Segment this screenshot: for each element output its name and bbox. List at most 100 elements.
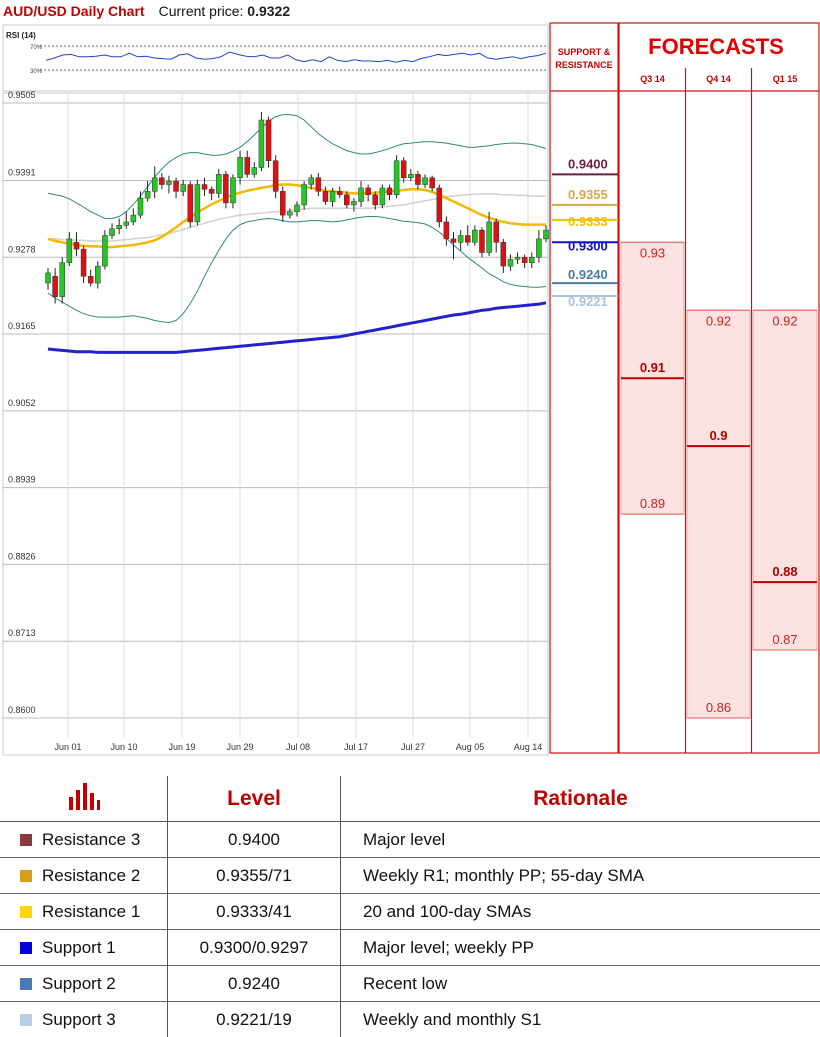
candle-body	[110, 229, 115, 236]
level-value-cell: 0.9333/41	[168, 894, 341, 930]
candle-body	[138, 198, 143, 215]
sr-level-label: 0.9300	[568, 238, 608, 253]
rationale-cell: Recent low	[341, 966, 820, 1002]
rationale-cell: Major level	[341, 822, 820, 858]
level-value-cell: 0.9300/0.9297	[168, 930, 341, 966]
candle-body	[124, 222, 129, 225]
candle-body	[166, 181, 171, 184]
level-swatch	[20, 906, 32, 918]
candle-body	[437, 188, 442, 222]
candle-body	[159, 178, 164, 185]
level-name: Support 3	[42, 1010, 116, 1029]
forecast-high-label: 0.93	[640, 245, 665, 260]
forecast-median-label: 0.91	[640, 360, 665, 375]
candle-body	[259, 120, 264, 168]
x-tick-label: Aug 05	[456, 742, 485, 752]
y-tick-label: 0.8939	[8, 475, 36, 485]
candle-body	[117, 225, 122, 228]
level-value-cell: 0.9240	[168, 966, 341, 1002]
forecasts-title: FORECASTS	[648, 34, 784, 59]
candle-body	[245, 157, 250, 174]
candle-body	[273, 161, 278, 192]
candle-body	[330, 191, 335, 201]
level-name-cell: Resistance 3	[0, 822, 168, 858]
candle-body	[529, 257, 534, 262]
level-name-cell: Resistance 2	[0, 858, 168, 894]
y-tick-label: 0.9505	[8, 90, 36, 100]
candle-body	[415, 174, 420, 184]
candle-body	[174, 181, 179, 191]
candle-body	[373, 195, 378, 205]
forecast-median-label: 0.88	[772, 564, 797, 579]
candle-body	[394, 161, 399, 195]
candle-body	[458, 236, 463, 243]
candle-body	[88, 276, 93, 283]
forecast-quarter-label: Q4 14	[706, 74, 731, 84]
candle-body	[266, 120, 271, 161]
level-name: Resistance 2	[42, 866, 140, 885]
candle-body	[238, 157, 243, 177]
candle-body	[465, 236, 470, 243]
forecast-high-label: 0.92	[706, 313, 731, 328]
candle-body	[536, 239, 541, 257]
candle-body	[53, 276, 58, 296]
rsi-label: RSI (14)	[6, 31, 36, 40]
candle-body	[302, 185, 307, 205]
sr-level-label: 0.9355	[568, 187, 608, 202]
candle-body	[479, 230, 484, 252]
candle-body	[423, 178, 428, 185]
forecast-low-label: 0.86	[706, 700, 731, 715]
rationale-cell: Weekly and monthly S1	[341, 1002, 820, 1037]
candle-body	[81, 249, 86, 276]
candle-body	[223, 174, 228, 203]
candle-body	[102, 236, 107, 267]
candle-body	[359, 188, 364, 202]
forecast-range-bar	[753, 310, 817, 650]
level-swatch	[20, 834, 32, 846]
candle-body	[444, 222, 449, 239]
candle-body	[508, 259, 513, 266]
candle-body	[195, 185, 200, 222]
level-name: Support 2	[42, 974, 116, 993]
y-tick-label: 0.9052	[8, 398, 36, 408]
level-swatch	[20, 978, 32, 990]
candle-body	[472, 230, 477, 242]
x-tick-label: Aug 14	[514, 742, 543, 752]
candle-body	[515, 257, 520, 259]
forecast-quarter-label: Q1 15	[773, 74, 798, 84]
candle-body	[252, 168, 257, 175]
candle-body	[230, 178, 235, 203]
x-tick-label: Jun 01	[54, 742, 81, 752]
candle-body	[351, 202, 356, 205]
candle-body	[522, 257, 527, 262]
candle-body	[337, 191, 342, 194]
candle-body	[323, 191, 328, 201]
candle-body	[401, 161, 406, 178]
forecast-low-label: 0.89	[640, 496, 665, 511]
candle-body	[95, 266, 100, 283]
level-name-cell: Support 2	[0, 966, 168, 1002]
candle-body	[60, 263, 65, 297]
level-value-cell: 0.9355/71	[168, 858, 341, 894]
forecast-low-label: 0.87	[772, 632, 797, 647]
candle-body	[366, 188, 371, 195]
level-name-cell: Resistance 1	[0, 894, 168, 930]
candle-body	[46, 273, 51, 283]
sr-header-line: RESISTANCE	[555, 60, 612, 70]
candle-body	[494, 222, 499, 242]
x-tick-label: Jul 17	[344, 742, 368, 752]
y-tick-label: 0.8713	[8, 628, 36, 638]
forecast-range-bar	[687, 310, 750, 718]
sr-level-label: 0.9333	[568, 214, 608, 229]
candle-body	[188, 185, 193, 222]
support-resistance-column	[550, 23, 618, 753]
sr-header-line: SUPPORT &	[558, 47, 611, 57]
candle-body	[67, 239, 72, 263]
rationale-cell: Weekly R1; monthly PP; 55-day SMA	[341, 858, 820, 894]
candle-body	[344, 195, 349, 205]
bar-chart-icon	[0, 776, 168, 822]
